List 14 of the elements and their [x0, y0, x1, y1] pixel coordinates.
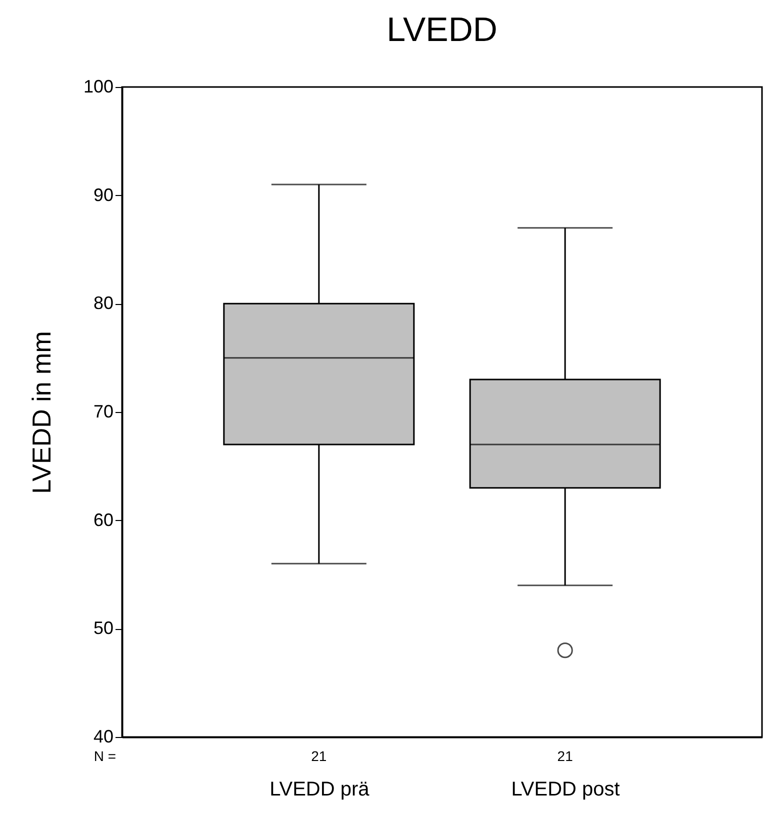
- y-tick-label: 100: [83, 76, 114, 96]
- y-axis-title: LVEDD in mm: [26, 331, 56, 494]
- y-tick-label: 60: [93, 510, 114, 530]
- y-tick-label: 80: [93, 293, 114, 314]
- x-tick-label: LVEDD post: [511, 778, 620, 800]
- chart-title: LVEDD: [386, 11, 498, 49]
- x-tick-label: LVEDD prä: [270, 778, 370, 800]
- y-tick-label: 40: [93, 726, 114, 746]
- y-tick-label: 70: [93, 402, 114, 422]
- text: 21: [557, 748, 574, 764]
- y-tick-label: 90: [93, 184, 114, 205]
- text: N =: [94, 748, 116, 764]
- text: 21: [311, 748, 327, 764]
- y-tick-label: 50: [93, 618, 114, 638]
